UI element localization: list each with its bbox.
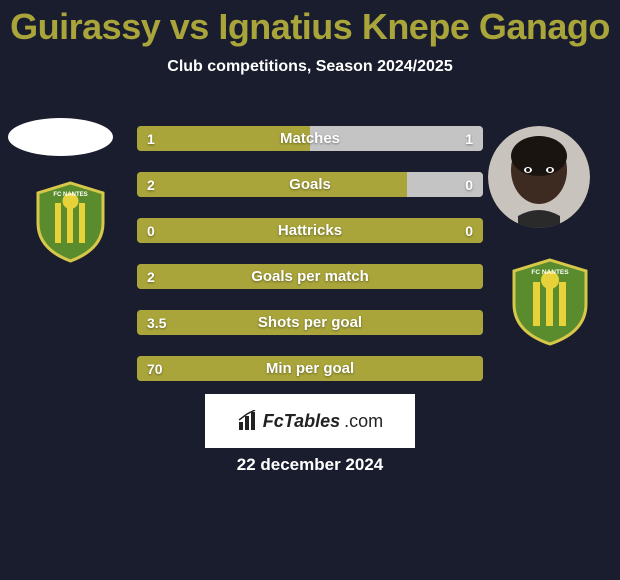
stat-row: Matches1 1	[137, 126, 483, 151]
svg-text:FC NANTES: FC NANTES	[53, 192, 87, 198]
page-title: Guirassy vs Ignatius Knepe Ganago	[0, 0, 620, 48]
stat-row: Hattricks0 0	[137, 218, 483, 243]
svg-text:FC NANTES: FC NANTES	[531, 269, 569, 276]
player-right-avatar	[488, 126, 590, 228]
chart-icon	[237, 410, 259, 432]
player-right-club-badge: FC NANTES	[509, 258, 591, 346]
stat-value-left: 2	[147, 264, 155, 289]
stat-label: Goals	[137, 172, 483, 197]
subtitle: Club competitions, Season 2024/2025	[0, 58, 620, 76]
stat-value-left: 0	[147, 218, 155, 243]
stat-value-left: 1	[147, 126, 155, 151]
stat-value-left: 3.5	[147, 310, 166, 335]
stat-value-left: 70	[147, 356, 163, 381]
stat-row: Shots per goal3.5	[137, 310, 483, 335]
stat-row: Goals2 0	[137, 172, 483, 197]
player-left-club-badge: FC NANTES	[33, 181, 108, 263]
date-text: 22 december 2024	[0, 455, 620, 475]
stat-value-right: 0	[465, 172, 473, 197]
stat-label: Goals per match	[137, 264, 483, 289]
stat-label: Matches	[137, 126, 483, 151]
stat-value-right: 0	[465, 218, 473, 243]
stat-label: Min per goal	[137, 356, 483, 381]
title-vs: vs	[170, 6, 209, 47]
stat-label: Hattricks	[137, 218, 483, 243]
player-left-avatar	[8, 118, 113, 156]
fctables-logo: FcTables.com	[205, 394, 415, 448]
stat-value-left: 2	[147, 172, 155, 197]
logo-suffix: .com	[344, 411, 383, 432]
stat-label: Shots per goal	[137, 310, 483, 335]
title-left-name: Guirassy	[10, 6, 160, 47]
stats-container: Matches11Goals20Hattricks00Goals per mat…	[137, 126, 483, 402]
stat-row: Goals per match2	[137, 264, 483, 289]
title-right-name: Ignatius Knepe Ganago	[218, 6, 610, 47]
stat-value-right: 1	[465, 126, 473, 151]
stat-row: Min per goal70	[137, 356, 483, 381]
logo-brand: FcTables	[263, 411, 340, 432]
